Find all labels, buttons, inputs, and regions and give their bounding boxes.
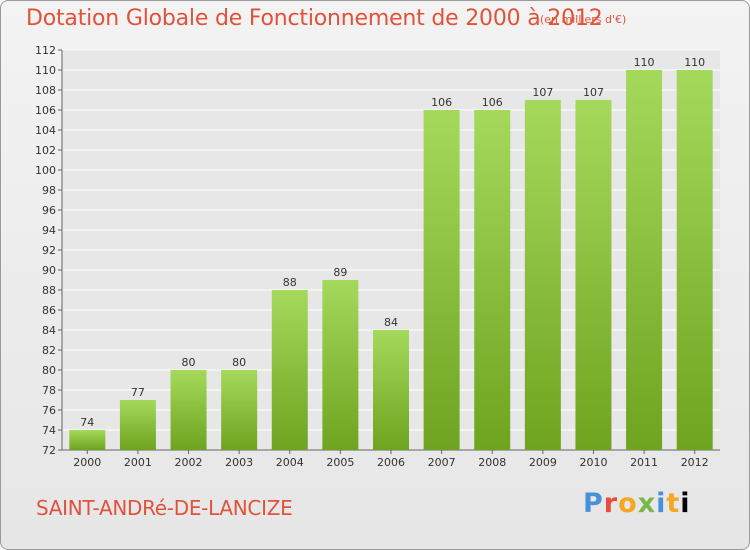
bar-value-label: 84 — [384, 316, 398, 329]
y-tick-label: 108 — [35, 84, 56, 97]
logo-letter: P — [583, 488, 604, 519]
commune-name: SAINT-ANDRé-DE-LANCIZE — [36, 496, 293, 520]
bar-value-label: 106 — [431, 96, 452, 109]
bar — [524, 100, 561, 450]
x-tick-label: 2002 — [175, 456, 203, 469]
bar — [676, 70, 713, 450]
bar — [423, 110, 460, 450]
bar — [271, 290, 308, 450]
y-tick-label: 78 — [42, 384, 56, 397]
x-tick-label: 2012 — [681, 456, 709, 469]
y-tick-label: 110 — [35, 64, 56, 77]
chart-title: Dotation Globale de Fonctionnement de 20… — [26, 6, 603, 31]
logo-letter: x — [637, 488, 657, 519]
y-tick-label: 82 — [42, 344, 56, 357]
y-tick-label: 76 — [42, 404, 56, 417]
proxiti-logo[interactable]: Proxiti — [583, 488, 691, 519]
y-tick-label: 98 — [42, 184, 56, 197]
x-tick-label: 2010 — [579, 456, 607, 469]
y-tick-label: 90 — [42, 264, 56, 277]
logo-letter: i — [680, 488, 691, 519]
x-tick-label: 2007 — [428, 456, 456, 469]
bar-value-label: 77 — [131, 386, 145, 399]
y-tick-label: 86 — [42, 304, 56, 317]
bar-value-label: 74 — [80, 416, 94, 429]
bar — [69, 430, 106, 450]
bar — [626, 70, 663, 450]
bar — [119, 400, 156, 450]
y-tick-label: 96 — [42, 204, 56, 217]
x-tick-label: 2003 — [225, 456, 253, 469]
x-tick-label: 2009 — [529, 456, 557, 469]
bar-value-label: 107 — [532, 86, 553, 99]
y-tick-label: 92 — [42, 244, 56, 257]
bar-value-label: 89 — [333, 266, 347, 279]
y-tick-label: 72 — [42, 444, 56, 457]
x-tick-label: 2000 — [73, 456, 101, 469]
y-tick-label: 100 — [35, 164, 56, 177]
logo-letter: o — [618, 488, 638, 519]
y-tick-label: 84 — [42, 324, 56, 337]
y-tick-label: 104 — [35, 124, 56, 137]
bar — [575, 100, 612, 450]
bar — [474, 110, 511, 450]
x-tick-label: 2005 — [326, 456, 354, 469]
x-tick-label: 2011 — [630, 456, 658, 469]
bar — [170, 370, 207, 450]
bar-value-label: 107 — [583, 86, 604, 99]
chart-unit: (en milliers d'€) — [540, 13, 627, 26]
x-tick-label: 2001 — [124, 456, 152, 469]
bar-value-label: 88 — [283, 276, 297, 289]
bar-value-label: 80 — [232, 356, 246, 369]
logo-letter: t — [666, 488, 681, 519]
y-tick-label: 94 — [42, 224, 56, 237]
logo-letter: i — [656, 488, 667, 519]
bar — [322, 280, 359, 450]
y-tick-label: 102 — [35, 144, 56, 157]
bar — [373, 330, 409, 450]
y-tick-label: 80 — [42, 364, 56, 377]
bar — [221, 370, 258, 450]
y-tick-label: 88 — [42, 284, 56, 297]
x-tick-label: 2008 — [478, 456, 506, 469]
x-tick-label: 2006 — [377, 456, 405, 469]
bar-value-label: 110 — [684, 56, 705, 69]
y-tick-label: 106 — [35, 104, 56, 117]
x-tick-label: 2004 — [276, 456, 304, 469]
bar-value-label: 110 — [634, 56, 655, 69]
logo-letter: r — [603, 488, 619, 519]
bar-value-label: 106 — [482, 96, 503, 109]
y-tick-label: 112 — [35, 44, 56, 57]
bar-value-label: 80 — [182, 356, 196, 369]
y-tick-label: 74 — [42, 424, 56, 437]
